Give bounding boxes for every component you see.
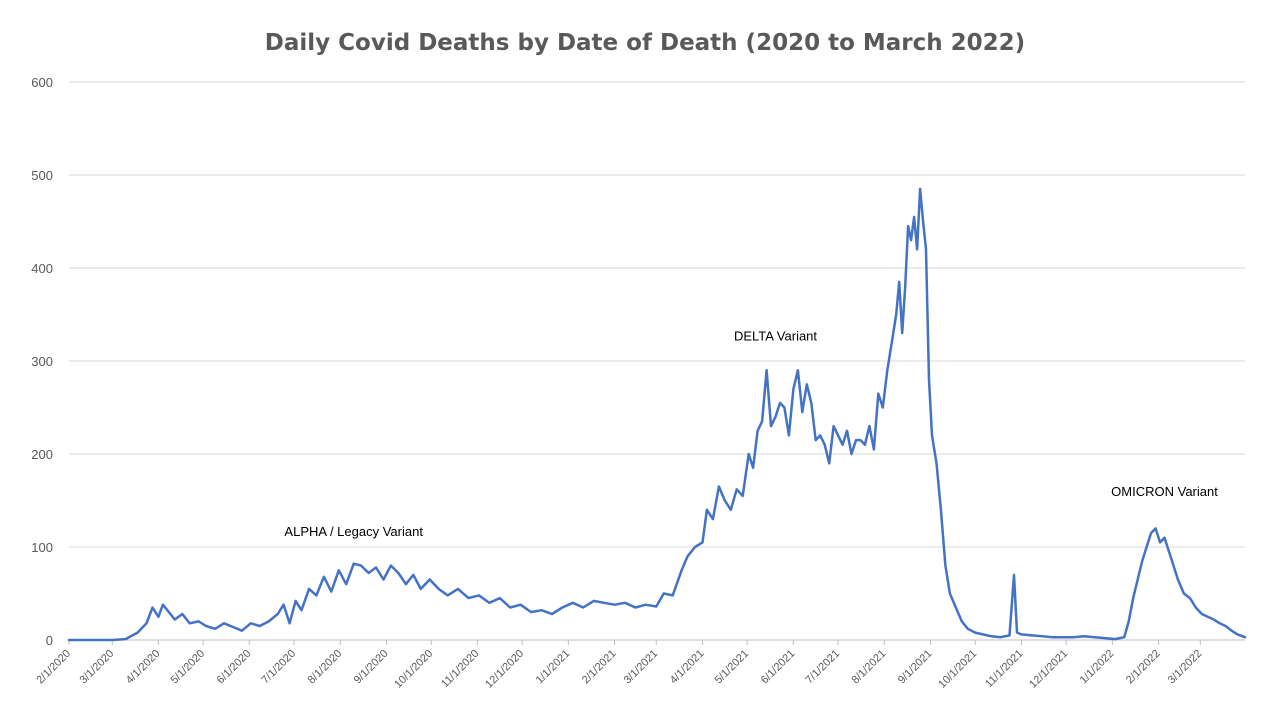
x-tick-label: 1/1/2022	[1078, 648, 1117, 687]
annotation-label: DELTA Variant	[734, 329, 817, 344]
x-tick-label: 11/1/2020	[439, 648, 482, 691]
x-tick-label: 3/1/2021	[622, 648, 661, 687]
series-layer	[67, 187, 1247, 642]
x-tick-label: 7/1/2021	[803, 648, 842, 687]
x-tick-label: 8/1/2021	[850, 648, 889, 687]
x-tick-label: 12/1/2021	[1027, 648, 1070, 691]
x-tick-label: 6/1/2021	[759, 648, 798, 687]
x-tick-label: 3/1/2022	[1166, 648, 1205, 687]
x-tick-label: 4/1/2020	[124, 648, 163, 687]
y-tick-label: 300	[31, 354, 53, 369]
x-tick-label: 12/1/2020	[483, 648, 526, 691]
x-tick-label: 2/1/2022	[1124, 648, 1163, 687]
y-tick-label: 200	[31, 447, 53, 462]
x-tick-label: 10/1/2020	[392, 648, 435, 691]
annotations: ALPHA / Legacy Variant DELTA Variant OMICR…	[284, 329, 1218, 539]
x-tick-label: 5/1/2020	[168, 648, 207, 687]
annotation-label: OMICRON Variant	[1111, 484, 1218, 499]
x-tick-label: 8/1/2020	[306, 648, 345, 687]
y-tick-label: 100	[31, 540, 53, 555]
x-tick-label: 1/1/2021	[534, 648, 573, 687]
x-tick-label: 6/1/2020	[215, 648, 254, 687]
series-line-0	[67, 187, 1247, 642]
x-tick-label: 10/1/2021	[936, 648, 979, 691]
y-tick-label: 500	[31, 168, 53, 183]
chart-title: Daily Covid Deaths by Date of Death (202…	[264, 30, 1026, 56]
annotation-label: ALPHA / Legacy Variant	[284, 524, 423, 539]
x-tick-label: 4/1/2021	[668, 648, 707, 687]
y-tick-label: 600	[31, 75, 53, 90]
gridlines	[69, 81, 1245, 641]
x-axis-ticks: 2/1/2020 3/1/2020 4/1/2020 5/1/2020 6/1/2020…	[34, 640, 1204, 691]
x-tick-label: 7/1/2020	[259, 648, 298, 687]
x-tick-label: 2/1/2020	[34, 648, 73, 687]
y-tick-label: 400	[31, 261, 53, 276]
x-tick-label: 9/1/2021	[896, 648, 935, 687]
y-tick-label: 0	[46, 633, 53, 648]
x-tick-label: 11/1/2021	[983, 648, 1026, 691]
x-tick-label: 2/1/2021	[580, 648, 619, 687]
y-axis-ticks: 0 100 200 300 400 500 600	[31, 75, 53, 648]
x-tick-label: 3/1/2020	[78, 648, 117, 687]
x-tick-label: 5/1/2021	[713, 648, 752, 687]
x-tick-label: 9/1/2020	[352, 648, 391, 687]
